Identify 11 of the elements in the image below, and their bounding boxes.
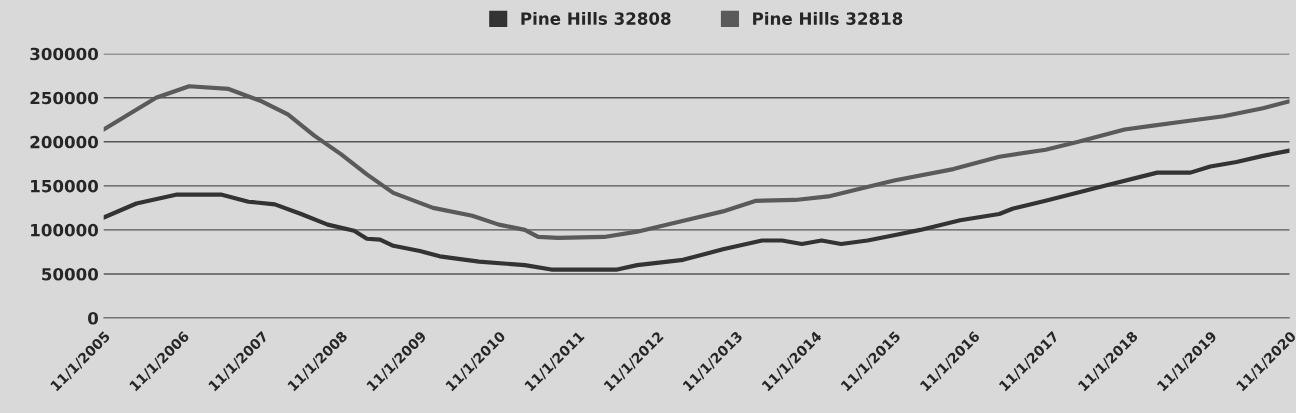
y-tick-label: 50000 xyxy=(42,267,99,281)
legend-label: Pine Hills 32818 xyxy=(753,11,903,25)
legend-label: Pine Hills 32808 xyxy=(521,11,671,25)
y-tick-label: 300000 xyxy=(30,47,99,61)
y-tick-label: 150000 xyxy=(31,179,99,193)
line-series xyxy=(103,148,1290,272)
y-tick-label: 100000 xyxy=(31,223,99,237)
y-tick-label: 200000 xyxy=(30,135,99,149)
y-tick-label: 0 xyxy=(88,311,99,325)
y-tick-label: 250000 xyxy=(30,91,99,105)
line-series xyxy=(103,84,1290,240)
